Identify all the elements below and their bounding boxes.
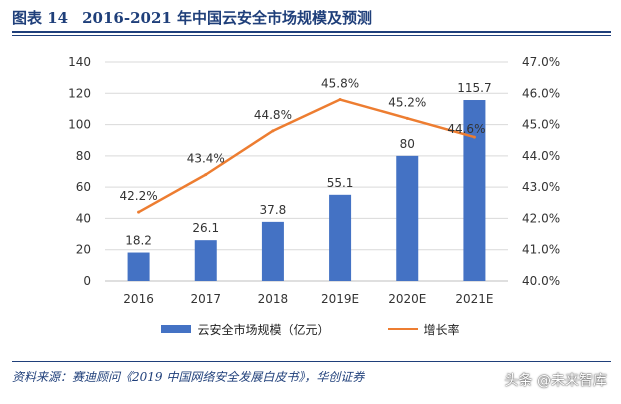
legend-label-bars: 云安全市场规模（亿元） xyxy=(197,322,330,337)
bar-value-label: 26.1 xyxy=(192,221,219,235)
growth-point xyxy=(405,116,409,120)
title-divider xyxy=(12,31,611,33)
y-right-tick-label: 40.0% xyxy=(522,274,560,288)
y-left-tick-label: 100 xyxy=(68,118,91,132)
watermark: 头条 @未来智库 xyxy=(505,370,607,390)
x-tick-label: 2018 xyxy=(258,292,289,306)
source-divider xyxy=(12,361,611,362)
bar-value-label: 55.1 xyxy=(327,176,354,190)
growth-value-label: 44.6% xyxy=(447,122,485,136)
bar-2017 xyxy=(194,240,217,281)
legend-swatch-line xyxy=(387,328,418,330)
figure-title: 图表 14 2016-2021 年中国云安全市场规模及预测 xyxy=(12,6,611,28)
y-left-tick-label: 140 xyxy=(68,55,91,69)
x-tick-label: 2020E xyxy=(388,292,426,306)
x-tick-label: 2016 xyxy=(123,292,154,306)
bar-value-label: 37.8 xyxy=(260,203,287,217)
y-left-tick-label: 80 xyxy=(76,149,91,163)
chart-legend: 云安全市场规模（亿元） 增长率 xyxy=(0,320,621,338)
bar-2016 xyxy=(127,252,150,281)
figure-label: 图表 14 xyxy=(12,8,69,27)
bar-2021E xyxy=(463,100,486,281)
y-right-tick-label: 47.0% xyxy=(522,55,560,69)
title-divider-thin xyxy=(12,35,611,36)
y-right-tick-label: 46.0% xyxy=(522,86,560,100)
bar-2020E xyxy=(396,155,419,281)
y-left-tick-label: 120 xyxy=(68,86,91,100)
bar-2019E xyxy=(329,194,352,281)
y-left-tick-label: 0 xyxy=(83,274,91,288)
x-tick-label: 2019E xyxy=(321,292,359,306)
growth-point xyxy=(271,129,275,133)
source-note: 资料来源：赛迪顾问《2019 中国网络安全发展白皮书》，华创证券 xyxy=(12,370,365,384)
growth-value-label: 44.8% xyxy=(254,108,292,122)
combo-chart: 0 20 40 60 80 100 120 140 40.0% 41.0% 42.0% 43.0% 44… xyxy=(68,55,560,306)
figure-title-text: 2016-2021 年中国云安全市场规模及预测 xyxy=(82,8,373,27)
legend-item-bars: 云安全市场规模（亿元） xyxy=(161,321,330,338)
growth-rate-line xyxy=(137,98,475,214)
legend-swatch-bar xyxy=(161,325,192,333)
x-tick-label: 2017 xyxy=(190,292,221,306)
growth-point xyxy=(472,135,476,139)
growth-point xyxy=(338,98,342,102)
x-tick-label: 2021E xyxy=(455,292,493,306)
growth-value-label: 42.2% xyxy=(120,189,158,203)
watermark-text: 头条 @未来智库 xyxy=(504,373,607,389)
bar-2018 xyxy=(261,221,284,281)
bar-value-label: 115.7 xyxy=(457,81,491,95)
y-left-tick-label: 20 xyxy=(76,243,91,257)
growth-value-label: 43.4% xyxy=(187,152,225,166)
legend-label-line: 增长率 xyxy=(423,322,460,337)
y-right-tick-label: 45.0% xyxy=(522,118,560,132)
y-right-tick-label: 44.0% xyxy=(522,149,560,163)
y-right-tick-label: 43.0% xyxy=(522,180,560,194)
y-right-tick-label: 42.0% xyxy=(522,211,560,225)
y-left-tick-label: 60 xyxy=(76,180,91,194)
growth-value-label: 45.8% xyxy=(321,77,359,91)
growth-point xyxy=(204,173,208,177)
y-right-tick-label: 41.0% xyxy=(522,243,560,257)
growth-value-label: 45.2% xyxy=(388,95,426,109)
growth-point xyxy=(137,210,141,214)
legend-item-line: 增长率 xyxy=(387,321,460,338)
bar-value-label: 18.2 xyxy=(125,234,152,248)
y-left-tick-label: 40 xyxy=(76,211,91,225)
bar-value-label: 80 xyxy=(400,137,415,151)
